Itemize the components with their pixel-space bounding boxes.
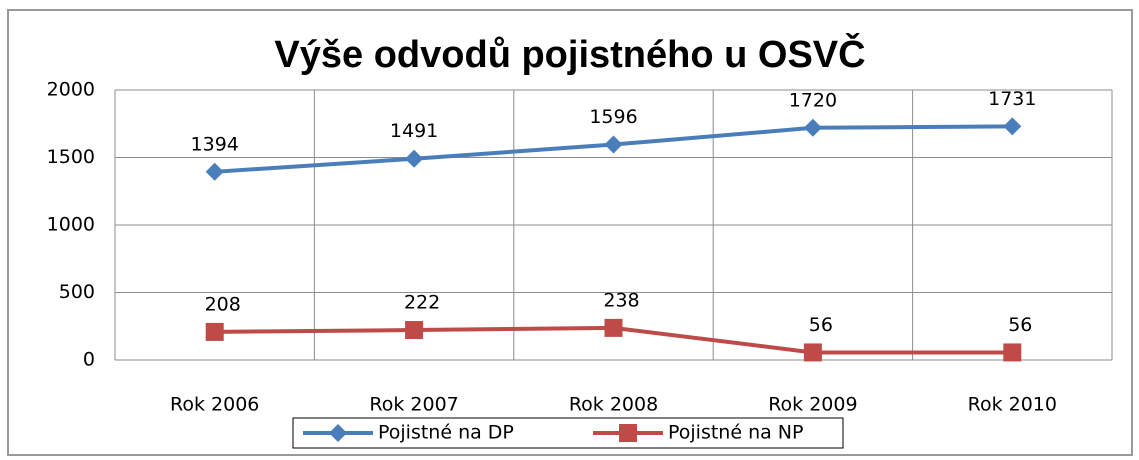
point-marker bbox=[803, 118, 822, 137]
legend-label: Pojistné na NP bbox=[668, 422, 803, 444]
point-marker bbox=[803, 343, 822, 362]
chart-title: Výše odvodů pojistného u OSVČ bbox=[274, 31, 865, 76]
x-tick-label: Rok 2007 bbox=[369, 394, 458, 416]
data-label: 56 bbox=[809, 314, 833, 336]
point-marker bbox=[205, 162, 224, 181]
point-marker bbox=[1003, 343, 1022, 362]
data-label: 238 bbox=[603, 289, 639, 311]
y-tick-label: 2000 bbox=[47, 79, 95, 101]
data-label: 1720 bbox=[789, 89, 837, 111]
x-tick-label: Rok 2009 bbox=[768, 394, 857, 416]
x-tick-label: Rok 2006 bbox=[170, 394, 259, 416]
point-marker bbox=[405, 149, 424, 168]
data-label: 1491 bbox=[390, 120, 438, 142]
data-label: 1394 bbox=[191, 133, 239, 155]
point-marker bbox=[405, 321, 424, 340]
x-tick-label: Rok 2008 bbox=[569, 394, 658, 416]
point-marker bbox=[205, 322, 224, 341]
legend-marker bbox=[329, 424, 347, 442]
y-tick-label: 0 bbox=[83, 349, 95, 371]
data-label: 1731 bbox=[988, 88, 1036, 110]
y-tick-label: 500 bbox=[59, 281, 95, 303]
data-label: 1596 bbox=[589, 106, 637, 128]
point-marker bbox=[1003, 117, 1022, 136]
data-label: 56 bbox=[1008, 314, 1032, 336]
legend-box bbox=[292, 417, 844, 449]
data-label: 222 bbox=[404, 292, 440, 314]
x-tick-label: Rok 2010 bbox=[968, 394, 1057, 416]
legend-marker bbox=[619, 424, 637, 442]
point-marker bbox=[604, 135, 623, 154]
legend-label: Pojistné na DP bbox=[378, 422, 514, 444]
data-label: 208 bbox=[205, 293, 241, 315]
chart-border bbox=[7, 9, 1133, 456]
point-marker bbox=[604, 318, 623, 337]
y-tick-label: 1500 bbox=[47, 146, 95, 168]
y-tick-label: 1000 bbox=[47, 214, 95, 236]
